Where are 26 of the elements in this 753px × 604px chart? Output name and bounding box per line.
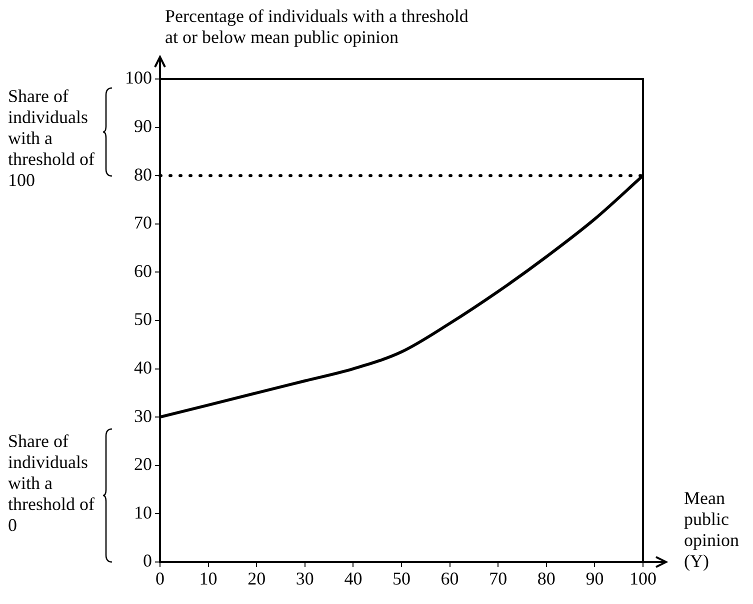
x-tick-label: 80 <box>537 568 556 589</box>
text: Share of individuals with a threshold of 0 <box>8 431 96 536</box>
x-tick-label: 20 <box>248 568 266 589</box>
y-tick-label: 50 <box>134 309 152 330</box>
text: Share of individuals with a threshold of 100 <box>8 86 96 191</box>
y-tick-label: 30 <box>134 406 152 426</box>
x-tick-label: 10 <box>199 568 218 589</box>
x-tick-label: 0 <box>156 568 164 589</box>
y-tick-label: 10 <box>134 502 152 522</box>
x-tick-label: 40 <box>344 568 362 589</box>
y-tick-label: 90 <box>134 116 152 136</box>
y-tick-label: 100 <box>125 68 152 88</box>
y-tick-label: 20 <box>134 454 152 474</box>
y-tick-label: 40 <box>134 358 152 378</box>
y-tick-label: 0 <box>143 550 152 571</box>
x-tick-label: 90 <box>586 568 604 589</box>
x-tick-label: 70 <box>489 568 508 589</box>
y-tick-label: 70 <box>134 212 152 233</box>
y-tick-label: 80 <box>134 164 152 184</box>
x-axis-title: Mean public opinion (Y) <box>684 488 740 572</box>
y-axis-title: Percentage of individuals with a threshold at or below mean public opinion <box>165 6 470 48</box>
x-tick-label: 50 <box>392 568 410 589</box>
y-tick-label: 60 <box>134 260 152 281</box>
x-tick-label: 30 <box>296 568 314 589</box>
x-tick-label: 60 <box>440 568 459 589</box>
x-tick-label: 100 <box>630 568 656 589</box>
